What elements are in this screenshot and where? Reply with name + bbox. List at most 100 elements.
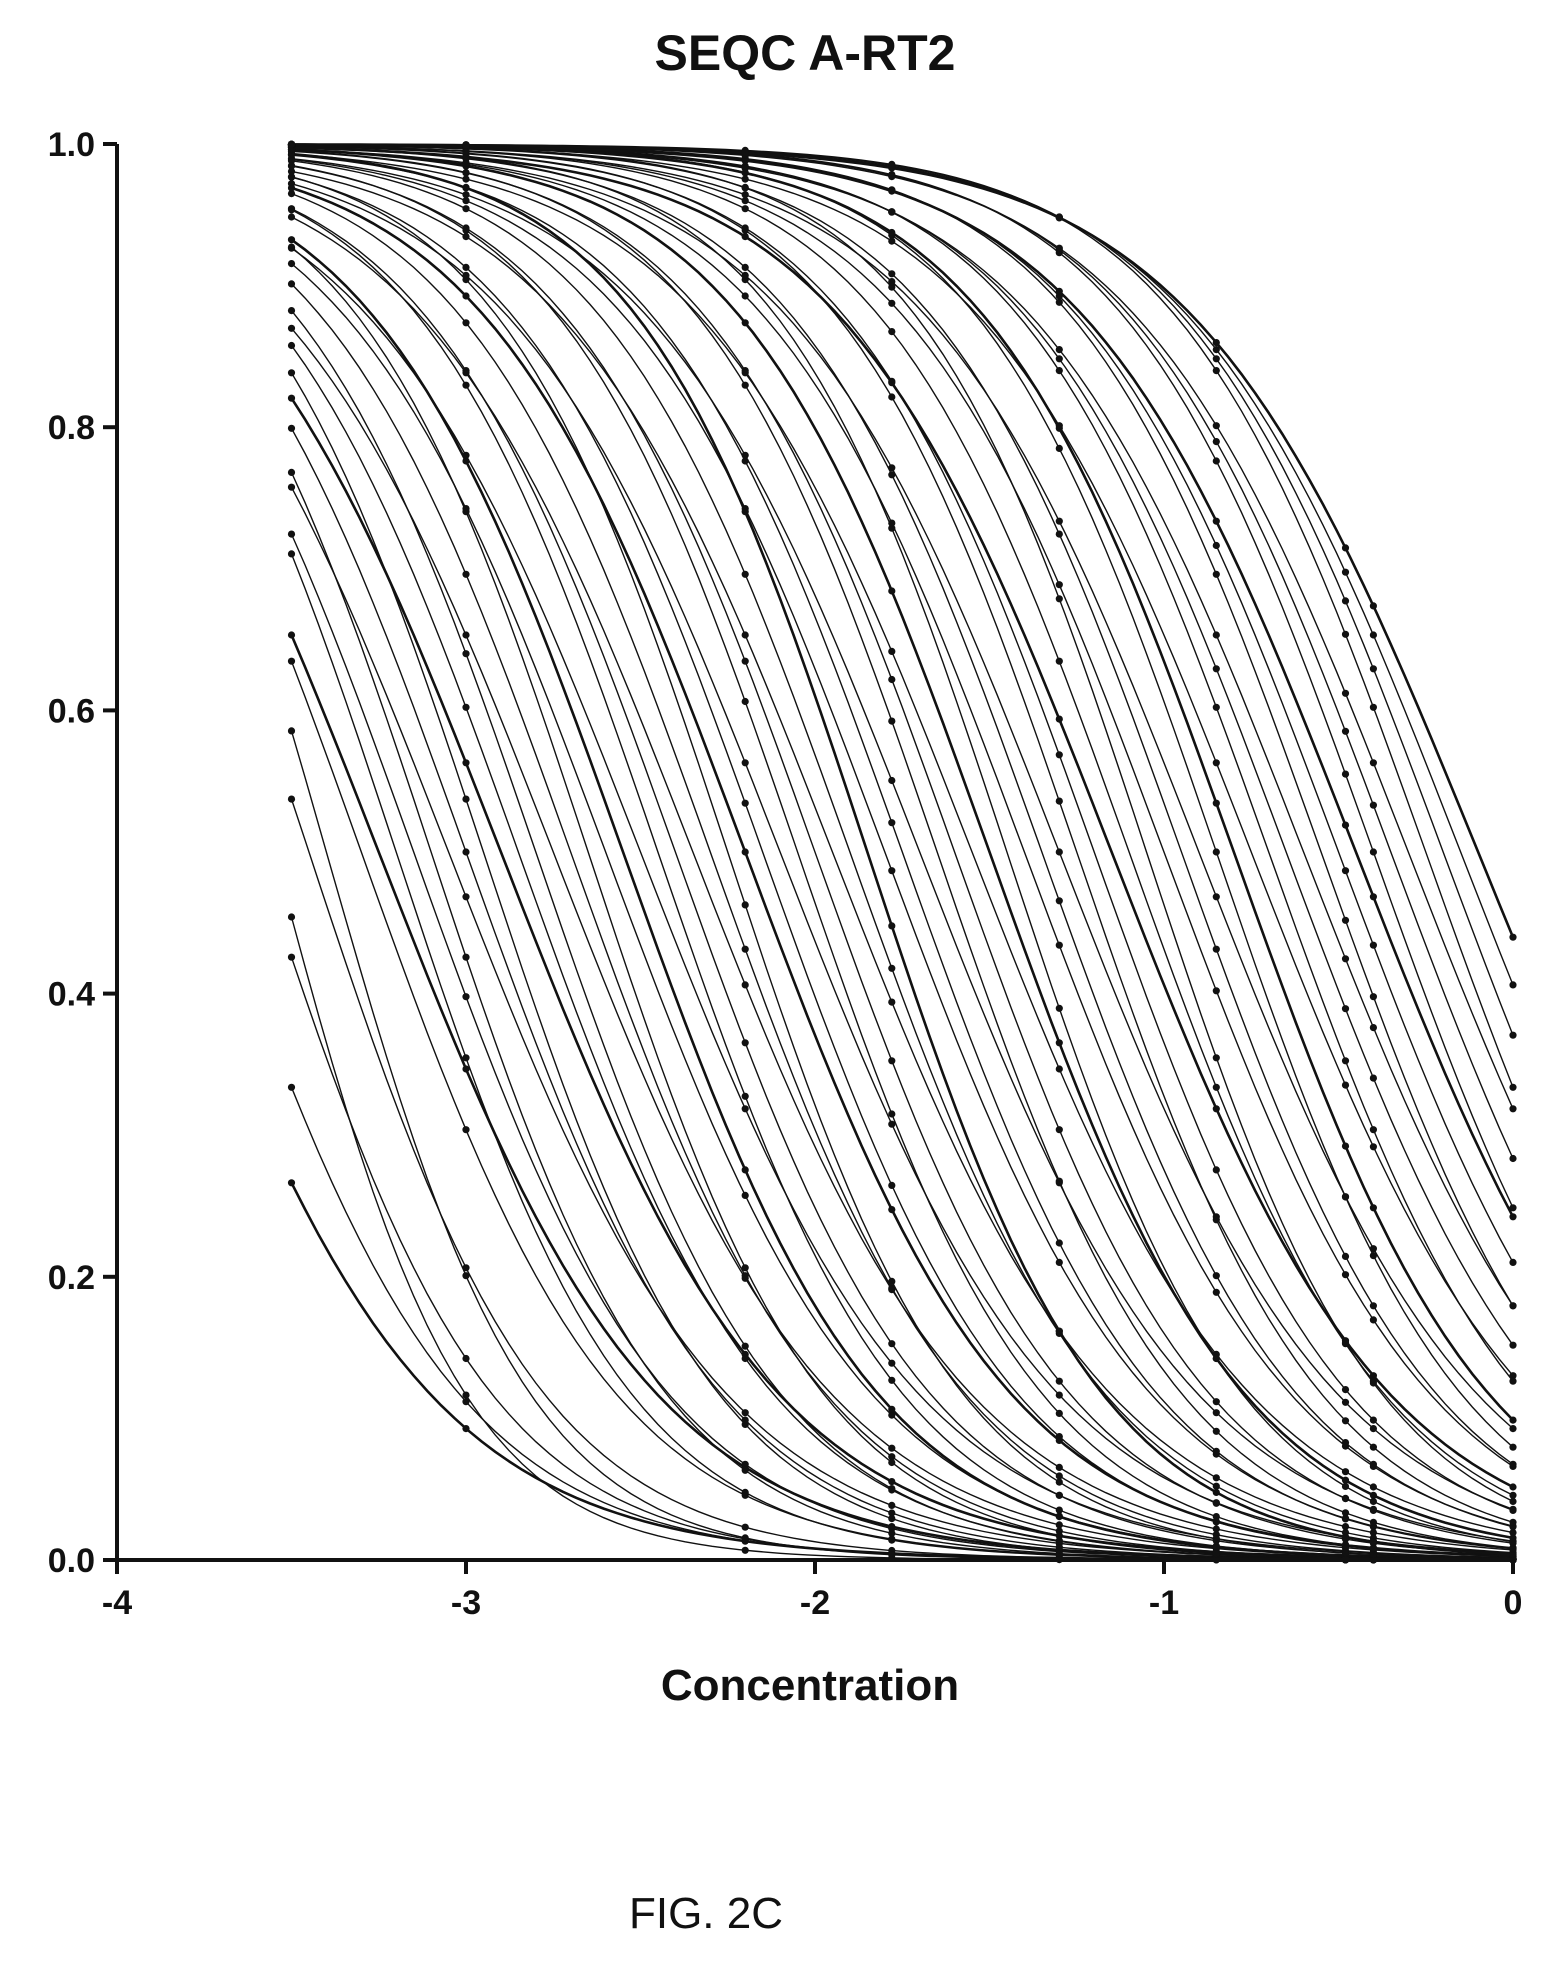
data-point xyxy=(1212,1354,1220,1363)
data-point xyxy=(1341,1541,1350,1549)
data-point xyxy=(1212,1272,1220,1280)
data-point xyxy=(462,183,470,191)
fitted-curve xyxy=(291,186,1514,1558)
data-point xyxy=(287,468,296,476)
data-point xyxy=(462,848,470,856)
data-point xyxy=(1212,1518,1220,1526)
data-point xyxy=(1212,1474,1220,1482)
data-point xyxy=(741,292,749,300)
fitted-curve xyxy=(291,154,1514,1550)
data-point xyxy=(462,205,470,213)
data-point xyxy=(287,394,296,402)
data-point xyxy=(888,379,896,387)
data-point xyxy=(1341,1509,1350,1517)
fitted-curve xyxy=(290,310,1514,1561)
data-point xyxy=(1341,597,1350,605)
data-point xyxy=(1212,1525,1220,1533)
fitted-curve xyxy=(291,143,1514,1036)
data-point xyxy=(462,263,470,271)
data-point xyxy=(1055,214,1063,222)
fitted-curve xyxy=(290,472,1513,1561)
data-point xyxy=(741,1342,749,1350)
data-point xyxy=(462,1354,470,1363)
fitted-curve xyxy=(290,486,1514,1561)
data-point xyxy=(888,208,896,216)
data-point xyxy=(1509,1105,1517,1113)
data-point xyxy=(1212,987,1220,995)
data-point xyxy=(1212,1499,1220,1507)
fitted-curve xyxy=(291,153,1514,1534)
data-point xyxy=(462,1065,470,1073)
data-point xyxy=(1341,1468,1350,1476)
data-point xyxy=(1212,346,1220,354)
data-point xyxy=(462,953,470,961)
data-point xyxy=(888,228,896,237)
data-point xyxy=(1369,1372,1377,1380)
data-point xyxy=(888,1458,896,1467)
data-point xyxy=(1341,568,1350,576)
data-point xyxy=(287,280,296,288)
fitted-curve xyxy=(291,176,1514,1557)
data-point xyxy=(1509,1341,1517,1349)
data-point xyxy=(888,283,896,291)
data-point xyxy=(1509,1154,1517,1163)
fitted-curve xyxy=(290,1087,1513,1561)
fitted-curve xyxy=(291,143,1515,938)
data-point xyxy=(1055,1239,1063,1247)
data-point xyxy=(741,224,749,232)
data-point xyxy=(741,759,749,767)
data-point xyxy=(741,183,749,191)
data-point xyxy=(1055,1258,1063,1266)
data-point xyxy=(741,848,749,856)
data-point xyxy=(287,913,296,921)
data-point xyxy=(1055,1377,1063,1385)
data-point xyxy=(741,149,749,157)
data-point xyxy=(1341,821,1350,829)
data-point xyxy=(741,164,749,172)
data-point xyxy=(1509,1083,1517,1091)
data-point xyxy=(741,1166,749,1174)
data-point xyxy=(1212,438,1220,446)
data-point xyxy=(1509,1483,1517,1491)
data-point xyxy=(1341,1386,1350,1394)
data-point xyxy=(1369,1425,1377,1433)
data-point xyxy=(741,205,749,213)
data-point xyxy=(741,1466,749,1474)
data-point xyxy=(1341,1081,1350,1089)
data-point xyxy=(1055,1472,1063,1480)
data-point xyxy=(1212,1216,1220,1224)
data-point xyxy=(1341,867,1350,875)
data-point xyxy=(741,319,749,327)
data-point xyxy=(741,233,749,241)
data-point xyxy=(462,1272,470,1280)
data-point xyxy=(888,1110,896,1118)
fitted-curve xyxy=(291,158,1514,1542)
data-point xyxy=(1212,1054,1220,1062)
fitted-curve xyxy=(291,144,1514,1465)
fitted-curve xyxy=(291,263,1514,1560)
data-point xyxy=(1055,1506,1063,1514)
data-point xyxy=(741,369,749,377)
fitted-curve xyxy=(291,170,1514,1551)
data-point xyxy=(1212,703,1220,711)
data-point xyxy=(741,1039,749,1047)
data-point xyxy=(1341,1252,1350,1260)
fitted-curve xyxy=(291,208,1514,1559)
data-point xyxy=(1212,631,1220,639)
data-point xyxy=(888,1411,896,1419)
data-point xyxy=(287,550,296,558)
data-point xyxy=(1341,1271,1350,1279)
fitted-curve xyxy=(290,798,1514,1561)
data-point xyxy=(888,1536,896,1544)
data-point xyxy=(287,180,296,188)
data-point xyxy=(1055,1327,1063,1335)
y-tick-label: 0.4 xyxy=(48,976,95,1014)
data-point xyxy=(1212,848,1220,856)
data-point xyxy=(741,505,749,513)
data-point xyxy=(1369,1416,1377,1424)
data-point xyxy=(1341,770,1350,778)
data-point xyxy=(1509,1377,1517,1385)
data-point xyxy=(1369,1252,1377,1260)
data-point xyxy=(888,1181,896,1189)
data-point xyxy=(741,1420,749,1428)
